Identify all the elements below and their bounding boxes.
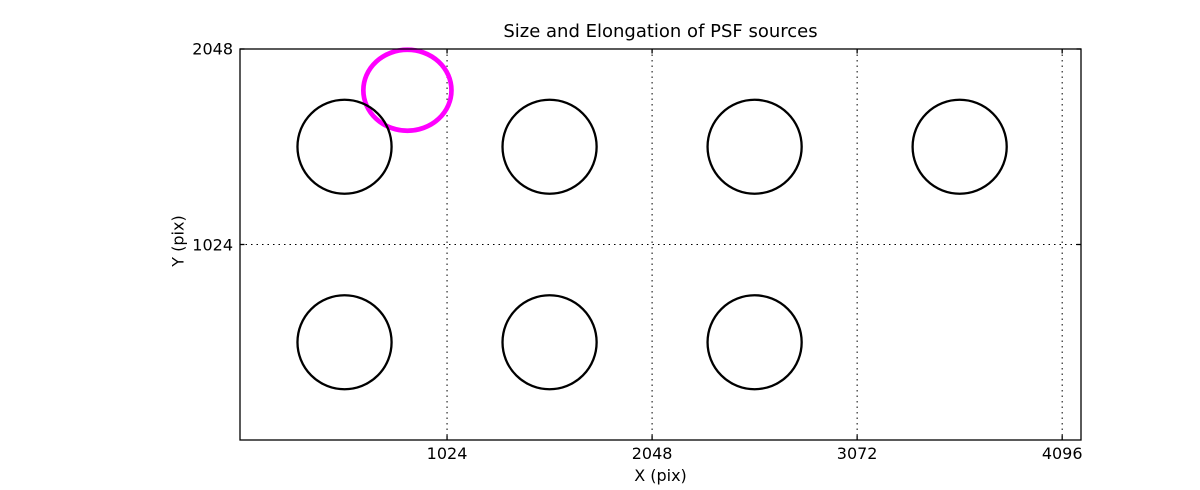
psf-source-ellipse [501, 294, 598, 391]
psf-source-ellipse [296, 98, 393, 195]
chart-title: Size and Elongation of PSF sources [503, 21, 818, 42]
x-tick-label-3072: 3072 [836, 444, 878, 463]
y-tick-label-2048: 2048 [192, 39, 233, 59]
x-tick-label-2048: 2048 [631, 444, 673, 463]
psf-source-ellipse [296, 294, 393, 391]
x-tick-label-1024: 1024 [426, 444, 468, 463]
psf-source-ellipse-highlighted [360, 47, 454, 134]
psf-source-ellipse [911, 98, 1008, 195]
x-tick-label-4096: 4096 [1041, 444, 1083, 463]
psf-source-ellipse [706, 294, 803, 391]
y-tick-label-1024: 1024 [192, 235, 233, 254]
plot-frame [239, 48, 1082, 441]
x-axis-label: X (pix) [634, 466, 687, 485]
psf-source-ellipse [501, 98, 598, 195]
y-axis-label: Y (pix) [168, 215, 188, 267]
psf-source-ellipse [706, 98, 803, 195]
